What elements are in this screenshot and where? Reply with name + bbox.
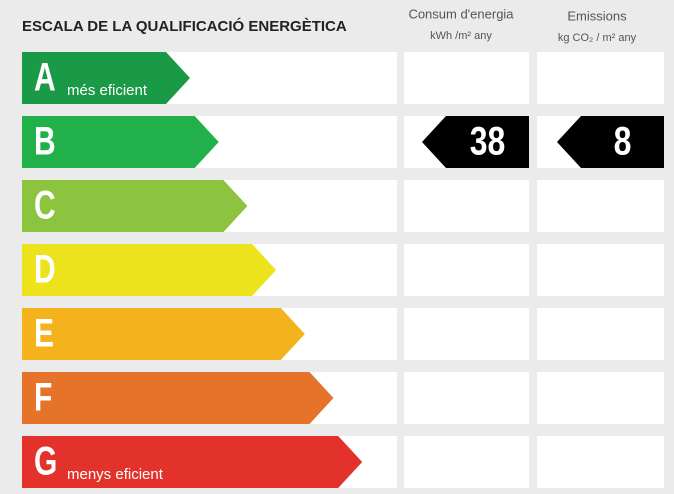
title: ESCALA DE LA QUALIFICACIÓ ENERGÈTICA bbox=[22, 17, 347, 35]
rating-note: menys eficient bbox=[67, 466, 164, 483]
emissions-cell bbox=[537, 52, 664, 104]
rating-letter: C bbox=[34, 183, 56, 227]
emissions-cell bbox=[537, 180, 664, 232]
energy-value: 38 bbox=[470, 118, 506, 163]
rating-arrow bbox=[22, 244, 277, 296]
rating-arrow bbox=[22, 180, 248, 232]
energy-cell bbox=[404, 180, 529, 232]
emissions-value: 8 bbox=[614, 118, 632, 163]
energy-unit: kWh /m² any bbox=[430, 30, 492, 42]
rating-arrow bbox=[22, 436, 363, 488]
energy-cell bbox=[404, 308, 529, 360]
rating-letter: G bbox=[34, 439, 57, 483]
rating-arrow bbox=[22, 308, 305, 360]
energy-cell bbox=[404, 244, 529, 296]
emissions-cell bbox=[537, 436, 664, 488]
energy-cell bbox=[404, 436, 529, 488]
rating-arrow bbox=[22, 116, 219, 168]
energy-pointer bbox=[422, 116, 529, 168]
rating-letter: F bbox=[34, 375, 52, 419]
rating-arrow bbox=[22, 52, 190, 104]
energy-cell bbox=[404, 52, 529, 104]
emissions-cell bbox=[537, 308, 664, 360]
energy-cell bbox=[404, 372, 529, 424]
emissions-unit: kg CO₂ / m² any bbox=[558, 32, 637, 44]
rating-arrow bbox=[22, 372, 334, 424]
emissions-pointer bbox=[557, 116, 664, 168]
emissions-cell bbox=[537, 244, 664, 296]
rating-letter: B bbox=[34, 119, 56, 163]
energy-header: Consum d'energia bbox=[408, 6, 514, 21]
emissions-header: Emissions bbox=[567, 8, 627, 23]
rating-letter: A bbox=[34, 55, 56, 99]
rating-note: més eficient bbox=[67, 82, 148, 99]
rating-letter: D bbox=[34, 247, 56, 291]
emissions-cell bbox=[537, 372, 664, 424]
rating-letter: E bbox=[34, 311, 54, 355]
